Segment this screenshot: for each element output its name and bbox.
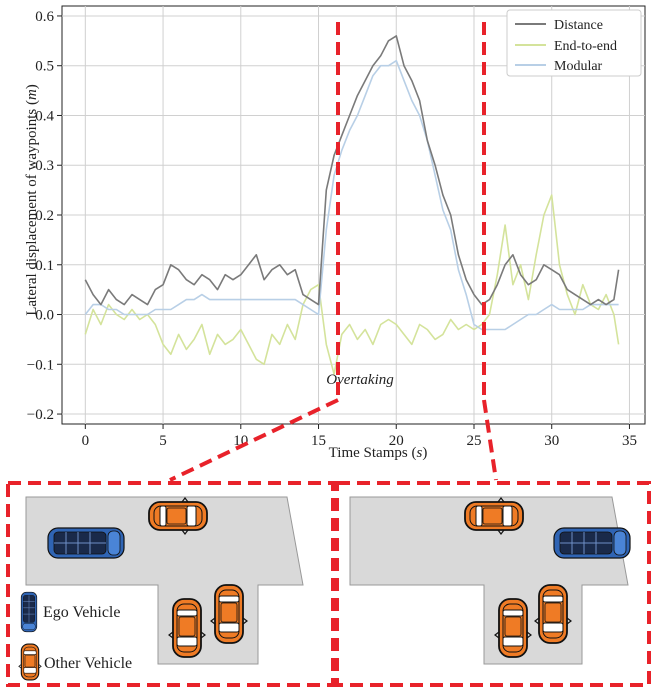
scene-left: Ego Vehicle Other Vehicle [18,496,304,681]
y-tick-label: 0.2 [35,208,54,224]
y-tick-label: 0.6 [35,9,54,25]
x-axis-label: Time Stamps (s) [329,445,428,461]
y-tick-label: −0.2 [27,407,54,423]
highlight-markers [6,22,651,687]
distance-series-line [84,35,620,306]
legend-label-end-to-end: End-to-end [554,39,617,54]
x-tick-label: 20 [389,433,404,449]
grid [62,6,645,424]
other-vehicle-top-left [148,497,208,535]
x-tick-label: 35 [622,433,637,449]
overtaking-annotation: Overtaking [326,372,394,388]
x-tick-label: 0 [82,433,90,449]
scene-panel-left [6,481,335,687]
y-tick-label: 0.5 [35,59,54,75]
y-tick-label: −0.1 [27,357,54,373]
y-tick-label: 0.4 [35,108,54,124]
ego-vehicle-left [47,527,125,559]
x-tick-label: 30 [544,433,559,449]
other-vehicle-legend-label: Other Vehicle [44,655,132,672]
x-tick-label: 15 [311,433,326,449]
other-vehicle-legend-icon [18,643,42,681]
x-tick-label: 25 [466,433,481,449]
connector-left [169,398,339,482]
other-vehicle-parked-left-1 [168,598,206,658]
ego-vehicle-legend-label: Ego Vehicle [43,604,120,621]
modular-series-line [84,59,619,331]
y-tick-label: 0.3 [35,158,54,174]
other-vehicle-parked-right-2 [534,584,572,644]
other-vehicle-parked-right-1 [494,598,532,658]
legend-label-distance: Distance [554,18,603,33]
series-layer [84,35,620,376]
other-vehicle-parked-left-2 [210,584,248,644]
end-to-end-series-line [84,194,620,376]
ego-vehicle-legend-icon [20,591,38,633]
ticks: 0 5 10 15 20 25 30 35−0.2−0.10.00.10.20.30.40.5… [27,9,637,449]
ego-vehicle-right [553,527,631,559]
legend-label-modular: Modular [554,59,603,74]
scene-panel-right [335,481,651,687]
other-vehicle-top-right [464,497,524,535]
scene-right [349,496,631,665]
y-tick-label: 0.0 [35,308,54,324]
x-tick-label: 5 [159,433,167,449]
y-tick-label: 0.1 [35,258,54,274]
legend: Distance End-to-end Modular [506,9,642,77]
y-axis-label: Lateral displacement of waypoints (m) [24,84,40,316]
connector-right [482,399,498,481]
